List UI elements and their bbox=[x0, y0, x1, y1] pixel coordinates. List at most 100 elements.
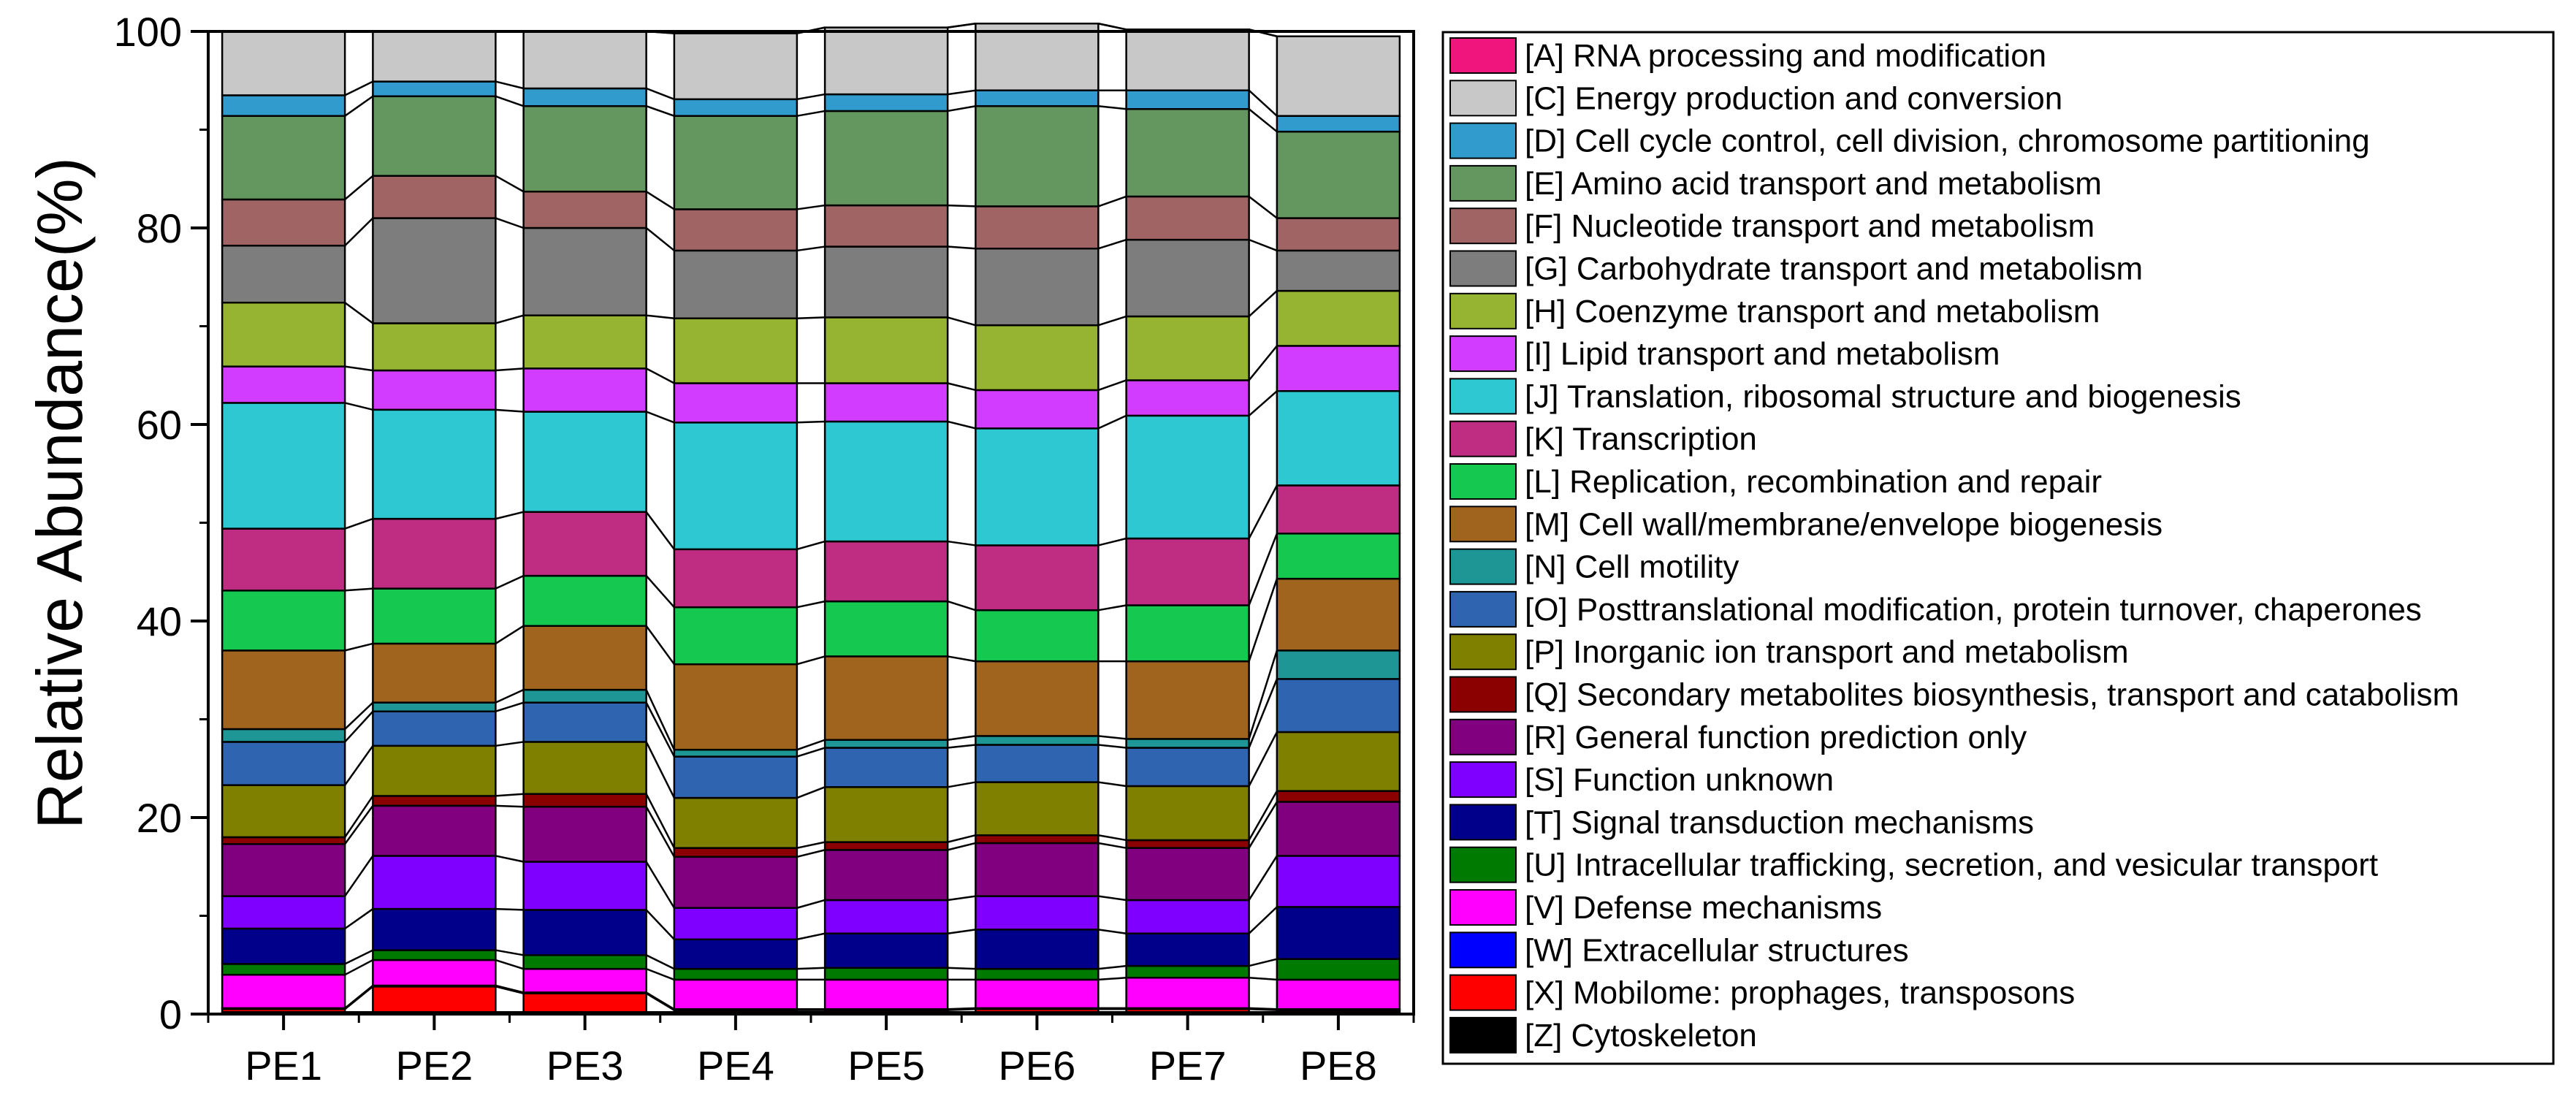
bar-segment bbox=[1276, 35, 1401, 117]
legend-swatch bbox=[1449, 1016, 1517, 1054]
bar-segment bbox=[1276, 533, 1401, 580]
legend-swatch bbox=[1449, 633, 1517, 671]
bar-segment bbox=[975, 389, 1100, 430]
legend-label: [J] Translation, ribosomal structure and… bbox=[1525, 378, 2241, 414]
bar-segment bbox=[372, 744, 497, 797]
connector-line bbox=[947, 540, 976, 546]
x-tick-label: PE3 bbox=[546, 1043, 624, 1089]
bar-segment bbox=[221, 895, 346, 930]
connector-line bbox=[645, 227, 675, 251]
legend-swatch bbox=[1449, 846, 1517, 883]
bar-segment bbox=[1276, 289, 1401, 347]
connector-line bbox=[796, 540, 826, 551]
bar-segment bbox=[522, 909, 647, 956]
connector-line bbox=[495, 986, 524, 994]
bar-segment bbox=[673, 115, 799, 210]
connector-line bbox=[796, 110, 826, 117]
bar-segment bbox=[1276, 906, 1401, 960]
legend-label: [S] Function unknown bbox=[1525, 762, 1834, 798]
connector-line bbox=[796, 899, 826, 909]
connector-line bbox=[646, 87, 675, 100]
legend-label: [Z] Cytoskeleton bbox=[1525, 1018, 1757, 1054]
connector-line bbox=[646, 105, 675, 117]
legend-label: [N] Cell motility bbox=[1525, 549, 1739, 585]
connector-line bbox=[495, 625, 525, 644]
legend-swatch bbox=[1449, 122, 1517, 159]
connector-line bbox=[495, 95, 525, 107]
bar-segment bbox=[1125, 839, 1250, 849]
connector-line bbox=[1248, 678, 1279, 748]
bar-segment bbox=[221, 301, 346, 367]
connector-line bbox=[495, 314, 524, 324]
connector-line bbox=[947, 104, 976, 113]
bar-segment bbox=[221, 244, 346, 304]
bar-segment bbox=[1276, 217, 1401, 252]
bar-segment bbox=[673, 978, 799, 1010]
connector-line bbox=[796, 245, 826, 252]
bar-segment bbox=[221, 115, 346, 201]
connector-line bbox=[1098, 735, 1127, 740]
connector-line bbox=[646, 314, 675, 319]
bar-segment bbox=[1276, 731, 1401, 792]
bar-segment bbox=[522, 861, 647, 911]
connector-line bbox=[947, 316, 976, 327]
connector-line bbox=[344, 908, 374, 930]
legend-label: [G] Carbohydrate transport and metabolis… bbox=[1525, 251, 2143, 287]
connector-line bbox=[344, 985, 374, 1009]
connector-line bbox=[1098, 895, 1127, 902]
bar-segment bbox=[673, 748, 799, 758]
connector-line bbox=[1248, 578, 1279, 662]
bar-segment bbox=[1125, 964, 1250, 979]
bar-segment bbox=[221, 784, 346, 839]
bar-segment bbox=[1276, 958, 1401, 981]
connector-line bbox=[948, 1007, 976, 1010]
legend-swatch bbox=[1449, 378, 1517, 415]
bar-segment bbox=[823, 316, 949, 384]
bar-segment bbox=[823, 786, 949, 843]
connector-line bbox=[1248, 906, 1278, 934]
x-tick-label: PE4 bbox=[697, 1043, 774, 1089]
connector-line bbox=[645, 793, 675, 849]
connector-line bbox=[345, 587, 373, 592]
connector-line bbox=[1098, 604, 1127, 612]
connector-line bbox=[1248, 649, 1279, 739]
bar-segment bbox=[823, 540, 949, 603]
connector-line bbox=[646, 967, 675, 981]
legend-label: [V] Defense mechanisms bbox=[1525, 890, 1882, 926]
connector-line bbox=[796, 655, 826, 666]
bar-segment bbox=[975, 427, 1100, 546]
bar-segment bbox=[221, 402, 346, 530]
bar-segment bbox=[372, 95, 497, 177]
connector-line bbox=[1248, 195, 1278, 219]
connector-line bbox=[947, 842, 976, 851]
connector-line bbox=[1249, 238, 1278, 252]
connector-line bbox=[645, 806, 675, 858]
bar-segment bbox=[372, 907, 497, 951]
bar-segment bbox=[1125, 28, 1250, 91]
legend-swatch bbox=[1449, 889, 1517, 926]
connector-line bbox=[495, 793, 524, 797]
bar-segment bbox=[823, 110, 949, 207]
bar-segment bbox=[1276, 577, 1401, 652]
legend-swatch bbox=[1449, 804, 1517, 841]
bar-segment bbox=[372, 642, 497, 704]
bar-segment bbox=[372, 855, 497, 910]
bar-segment bbox=[673, 249, 799, 319]
connector-line bbox=[796, 849, 826, 858]
connector-line bbox=[1248, 390, 1278, 416]
bar-segment bbox=[372, 217, 497, 324]
legend-swatch bbox=[1449, 207, 1517, 245]
legend-label: [A] RNA processing and modification bbox=[1525, 38, 2046, 74]
x-tick-label: PE1 bbox=[245, 1043, 322, 1089]
legend-swatch bbox=[1449, 718, 1517, 755]
bar-segment bbox=[522, 314, 647, 370]
connector-line bbox=[645, 689, 676, 750]
y-tick-label: 80 bbox=[137, 205, 182, 251]
connector-line bbox=[1098, 744, 1127, 749]
bar-segment bbox=[1276, 790, 1401, 803]
legend-label: [K] Transcription bbox=[1525, 422, 1757, 457]
bar-segment bbox=[221, 590, 346, 652]
bar-segment bbox=[522, 793, 647, 808]
bar-segment bbox=[522, 574, 647, 627]
connector-line bbox=[1248, 290, 1278, 317]
